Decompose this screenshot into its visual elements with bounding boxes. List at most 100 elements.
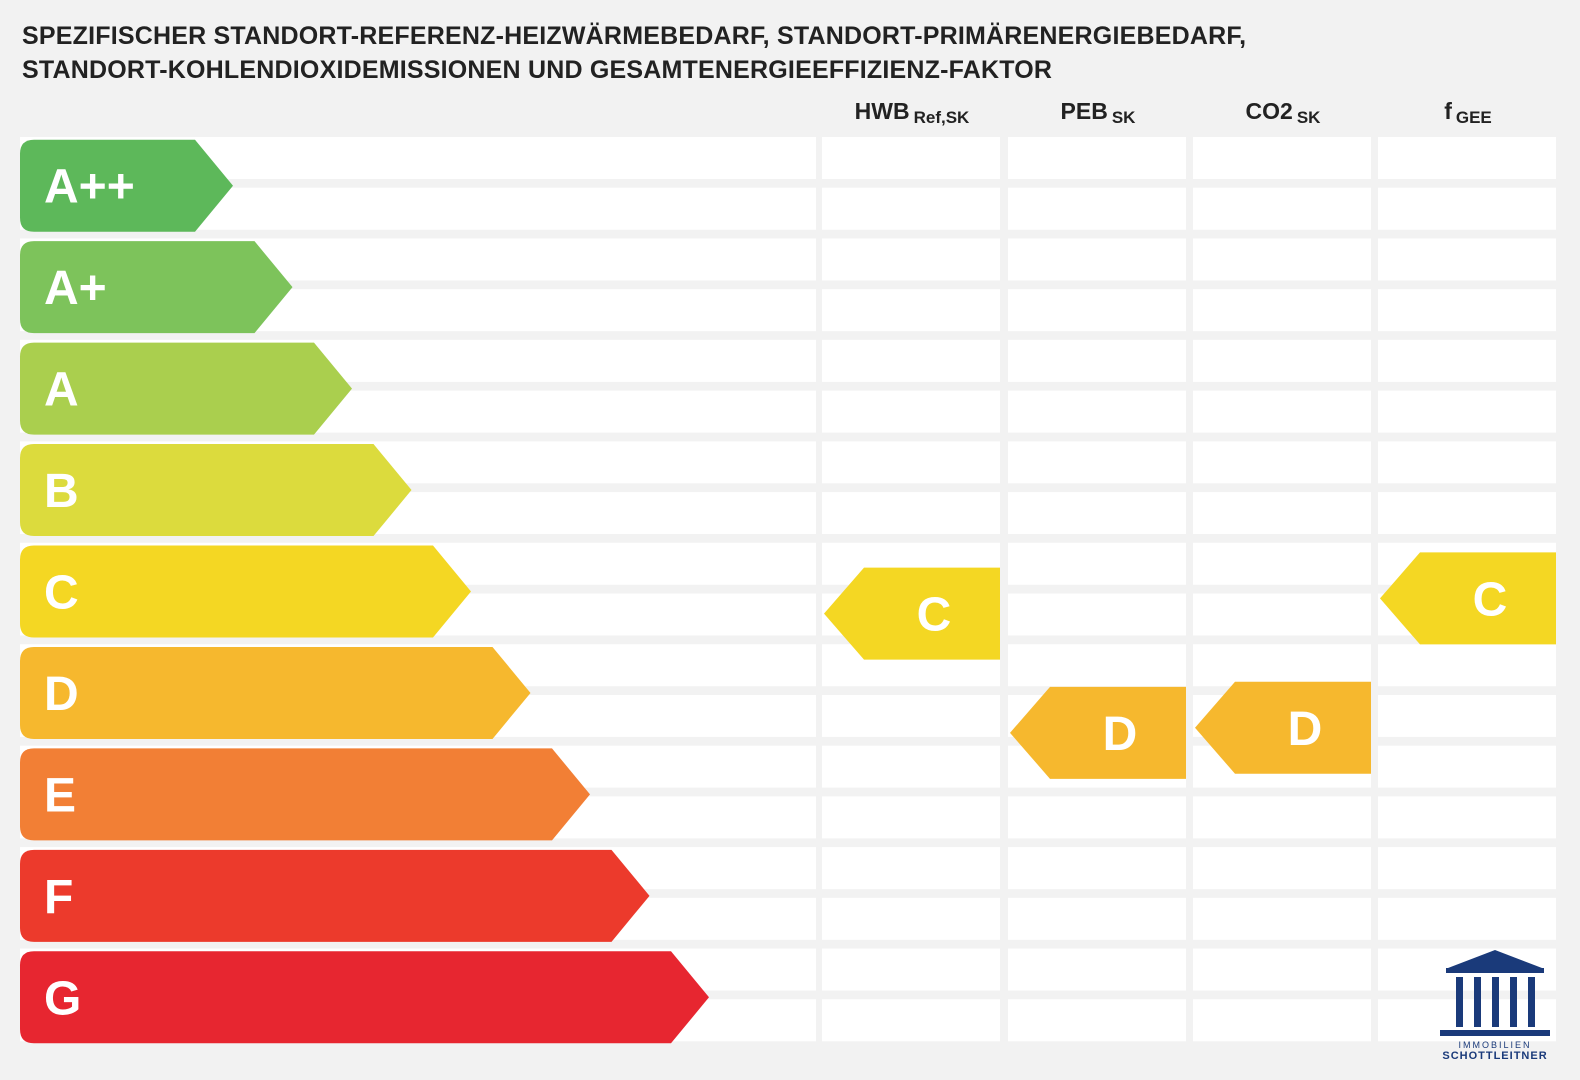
chart-title-line1: SPEZIFISCHER STANDORT-REFERENZ-HEIZWÄRME… — [22, 22, 1247, 50]
column-header-hwb: HWB Ref,SK — [822, 98, 1002, 127]
grid-band — [1193, 948, 1371, 991]
grid-band — [1378, 644, 1556, 687]
column-header-co2-sub: SK — [1296, 108, 1321, 127]
logo-text-line2: SCHOTTLEITNER — [1442, 1050, 1548, 1062]
grid-band — [822, 339, 1000, 382]
chart-title-line2: STANDORT-KOHLENDIOXIDEMISSIONEN UND GESA… — [22, 56, 1053, 84]
rating-arrow-col4 — [1380, 552, 1556, 645]
rating-label-col4: C — [1473, 573, 1508, 626]
grid-band — [1193, 999, 1371, 1042]
rating-label-col1: C — [917, 589, 952, 642]
grid-band — [1378, 441, 1556, 484]
grid-band — [1008, 644, 1186, 687]
grid-band — [1008, 137, 1186, 179]
grid-band — [1008, 999, 1186, 1042]
grid-band — [822, 694, 1000, 737]
grid-band — [1193, 796, 1371, 839]
grid-band — [822, 897, 1000, 940]
grid-band — [1008, 593, 1186, 636]
grid-band — [1378, 694, 1556, 737]
grid-band — [1008, 948, 1186, 991]
grid-band — [1378, 238, 1556, 281]
column-header-fgee: f GEE — [1378, 98, 1558, 127]
class-label-c: C — [44, 567, 79, 620]
grid-band — [1378, 137, 1556, 179]
building-columns-icon — [1440, 950, 1550, 1036]
grid-band — [1378, 897, 1556, 940]
column-header-peb: PEB SK — [1008, 98, 1188, 127]
grid-band — [1378, 187, 1556, 230]
grid-band — [822, 492, 1000, 535]
grid-band — [1378, 339, 1556, 382]
grid-band — [1378, 796, 1556, 839]
grid-band — [1193, 847, 1371, 890]
company-logo: IMMOBILIEN SCHOTTLEITNER — [1430, 950, 1560, 1070]
logo-text-line1: IMMOBILIEN — [1458, 1040, 1532, 1050]
grid-band — [1193, 644, 1371, 687]
column-header-fgee-main: f — [1444, 98, 1452, 124]
grid-band — [1378, 289, 1556, 332]
grid-band — [1378, 390, 1556, 433]
rating-arrow-col2 — [1010, 686, 1186, 779]
rating-label-col3: D — [1288, 703, 1323, 756]
class-label-aplus: A+ — [44, 262, 107, 315]
grid-band — [1193, 289, 1371, 332]
grid-band — [1008, 187, 1186, 230]
grid-band — [1008, 796, 1186, 839]
grid-band — [822, 137, 1000, 179]
column-header-peb-sub: SK — [1111, 108, 1136, 127]
column-header-hwb-main: HWB — [854, 98, 910, 124]
class-label-d: D — [44, 668, 79, 721]
column-header-hwb-sub: Ref,SK — [913, 108, 970, 127]
grid-band — [1008, 542, 1186, 585]
column-header-co2: CO2 SK — [1193, 98, 1373, 127]
grid-band — [1008, 289, 1186, 332]
grid-band — [822, 289, 1000, 332]
grid-band — [822, 390, 1000, 433]
grid-band — [822, 999, 1000, 1042]
grid-band — [822, 441, 1000, 484]
class-label-g: G — [44, 972, 81, 1025]
grid-band — [1378, 745, 1556, 788]
class-label-f: F — [44, 871, 73, 924]
grid-band — [1193, 238, 1371, 281]
class-arrow-f — [20, 849, 650, 942]
rating-label-col2: D — [1103, 708, 1138, 761]
class-arrow-e — [20, 748, 590, 841]
column-header-co2-main: CO2 — [1245, 98, 1293, 124]
grid-band — [1193, 897, 1371, 940]
grid-band — [1193, 441, 1371, 484]
grid-band — [822, 745, 1000, 788]
grid-band — [1193, 390, 1371, 433]
grid-band — [1378, 847, 1556, 890]
grid-band — [1008, 897, 1186, 940]
rating-arrow-col3 — [1195, 681, 1371, 774]
class-arrow-aplusplus — [20, 139, 233, 232]
grid-band — [822, 187, 1000, 230]
grid-band — [1008, 390, 1186, 433]
grid-band — [1008, 847, 1186, 890]
column-header-fgee-sub: GEE — [1455, 108, 1492, 127]
grid-band — [822, 847, 1000, 890]
grid-band — [1193, 339, 1371, 382]
class-label-b: B — [44, 465, 79, 518]
class-arrow-b — [20, 444, 412, 537]
grid-band — [1193, 542, 1371, 585]
grid-band — [1008, 339, 1186, 382]
class-arrow-aplus — [20, 241, 293, 334]
grid-band — [1008, 238, 1186, 281]
grid-band — [1193, 137, 1371, 179]
class-arrow-a — [20, 342, 352, 435]
column-header-peb-main: PEB — [1060, 98, 1108, 124]
grid-band — [1193, 593, 1371, 636]
grid-band — [1193, 492, 1371, 535]
rating-arrow-col1 — [824, 567, 1000, 660]
class-label-e: E — [44, 769, 76, 822]
class-label-aplusplus: A++ — [44, 161, 135, 214]
grid-band — [822, 238, 1000, 281]
grid-band — [1378, 492, 1556, 535]
grid-band — [1008, 441, 1186, 484]
class-arrow-g — [20, 951, 709, 1044]
